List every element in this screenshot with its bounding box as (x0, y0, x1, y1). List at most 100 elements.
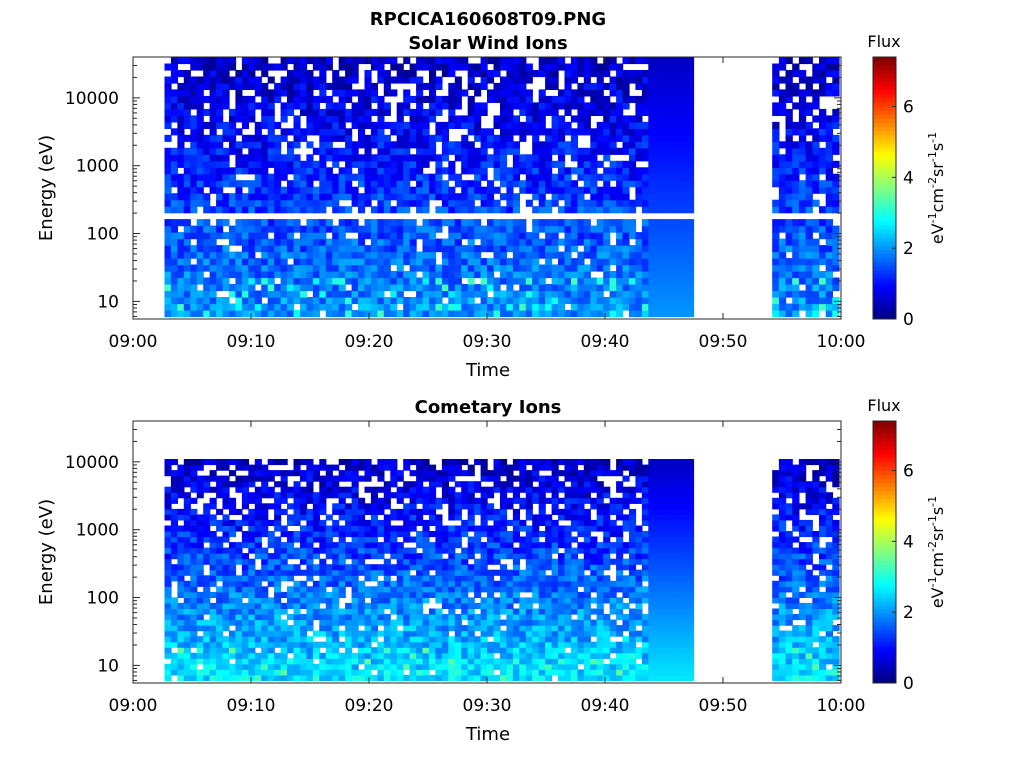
heatmap-cell (235, 147, 243, 155)
heatmap-cell (545, 580, 553, 587)
heatmap-cell (506, 663, 514, 670)
heatmap-cell (461, 290, 469, 298)
heatmap-cell (235, 608, 243, 615)
heatmap-cell (629, 625, 637, 632)
heatmap-cell (293, 258, 301, 266)
heatmap-cell (812, 271, 820, 279)
heatmap-cell (564, 180, 572, 188)
colorbar-swatch (873, 265, 896, 271)
heatmap-cell (216, 647, 224, 654)
heatmap-cell (641, 625, 649, 632)
heatmap-cell (551, 277, 559, 285)
heatmap-cell (441, 180, 449, 188)
heatmap-cell (390, 674, 398, 681)
heatmap-cell (680, 108, 688, 116)
heatmap-cell (235, 102, 243, 110)
heatmap-cell (216, 608, 224, 615)
heatmap-cell (493, 115, 501, 123)
heatmap-cell (370, 591, 378, 598)
heatmap-cell (641, 558, 649, 565)
heatmap-cell (319, 591, 327, 598)
heatmap-cell (209, 128, 217, 136)
heatmap-cell (351, 586, 359, 593)
heatmap-cell (261, 134, 269, 142)
heatmap-cell (583, 297, 591, 305)
heatmap-cell (474, 108, 482, 116)
heatmap-cell (467, 199, 475, 207)
heatmap-cell (229, 264, 237, 272)
heatmap-cell (377, 608, 385, 615)
heatmap-cell (429, 95, 437, 103)
heatmap-cell (551, 238, 559, 246)
heatmap-cell (254, 575, 262, 582)
heatmap-cell (293, 614, 301, 621)
heatmap-cell (383, 258, 391, 266)
heatmap-cell (377, 284, 385, 292)
heatmap-cell (603, 619, 611, 626)
heatmap-cell (196, 219, 204, 227)
heatmap-cell (583, 597, 591, 604)
heatmap-cell (370, 121, 378, 129)
heatmap-cell (267, 290, 275, 298)
colorbar-swatch (873, 192, 896, 197)
heatmap-cell (416, 154, 424, 162)
heatmap-cell (403, 258, 411, 266)
heatmap-cell (358, 569, 366, 576)
heatmap-cell (577, 284, 585, 292)
heatmap-cell (351, 580, 359, 587)
heatmap-cell (293, 154, 301, 162)
heatmap-cell (454, 647, 462, 654)
heatmap-cell (183, 154, 191, 162)
heatmap-cell (280, 569, 288, 576)
heatmap-cell (654, 658, 662, 665)
heatmap-cell (177, 134, 185, 142)
heatmap-cell (551, 303, 559, 311)
heatmap-cell (832, 121, 840, 129)
heatmap-cell (409, 303, 417, 311)
heatmap-cell (280, 641, 288, 648)
heatmap-cell (319, 658, 327, 665)
heatmap-cell (435, 641, 443, 648)
heatmap-cell (396, 271, 404, 279)
heatmap-cell (196, 76, 204, 84)
heatmap-cell (512, 297, 520, 305)
heatmap-cell (383, 569, 391, 576)
heatmap-cell (448, 167, 456, 175)
heatmap-cell (480, 558, 488, 565)
heatmap-cell (687, 193, 695, 201)
heatmap-cell (280, 102, 288, 110)
heatmap-cell (435, 652, 443, 659)
heatmap-cell (622, 82, 630, 90)
heatmap-cell (564, 619, 572, 626)
heatmap-cell (435, 102, 443, 110)
heatmap-cell (648, 57, 656, 65)
heatmap-cell (254, 669, 262, 676)
heatmap-cell (274, 89, 282, 97)
heatmap-cell (467, 264, 475, 272)
heatmap-cell (680, 614, 688, 621)
heatmap-cell (222, 154, 230, 162)
heatmap-cell (487, 57, 495, 65)
heatmap-cell (577, 641, 585, 648)
heatmap-cell (641, 569, 649, 576)
heatmap-cell (377, 206, 385, 214)
heatmap-cell (622, 134, 630, 142)
heatmap-cell (532, 258, 540, 266)
heatmap-cell (558, 575, 566, 582)
heatmap-cell (183, 608, 191, 615)
heatmap-cell (183, 102, 191, 110)
heatmap-cell (254, 614, 262, 621)
heatmap-cell (306, 591, 314, 598)
heatmap-cell (792, 238, 800, 246)
heatmap-cell (261, 160, 269, 168)
heatmap-cell (422, 82, 430, 90)
heatmap-cell (467, 608, 475, 615)
heatmap-cell (267, 310, 275, 318)
heatmap-cell (164, 167, 172, 175)
heatmap-cell (687, 115, 695, 123)
heatmap-cell (416, 141, 424, 149)
heatmap-cell (422, 630, 430, 637)
heatmap-cell (654, 271, 662, 279)
heatmap-cell (500, 652, 508, 659)
heatmap-cell (778, 271, 787, 279)
